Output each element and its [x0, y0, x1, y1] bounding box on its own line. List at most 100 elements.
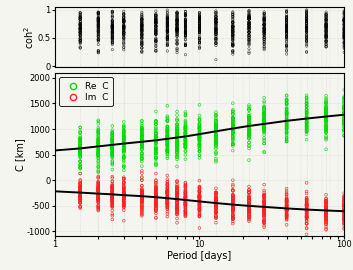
Point — [213, 21, 219, 26]
Point — [183, 23, 188, 27]
Point — [230, 199, 235, 203]
Point — [121, 135, 127, 139]
Point — [341, 99, 347, 104]
Point — [230, 17, 235, 21]
Point — [164, 201, 170, 206]
Point — [323, 101, 329, 106]
Point — [153, 9, 159, 13]
Point — [304, 50, 310, 54]
Point — [304, 206, 310, 210]
Point — [284, 208, 289, 212]
Point — [95, 189, 101, 194]
Point — [183, 131, 188, 135]
Point — [284, 45, 289, 49]
Point — [197, 22, 202, 26]
Point — [323, 129, 329, 133]
Point — [121, 20, 127, 24]
Point — [197, 30, 202, 34]
Point — [246, 206, 252, 210]
Point — [197, 195, 202, 200]
Point — [213, 20, 219, 24]
Point — [77, 151, 83, 155]
Point — [230, 119, 235, 123]
Point — [341, 202, 347, 207]
Point — [213, 27, 219, 31]
Point — [174, 196, 180, 201]
Point — [139, 196, 145, 201]
Point — [77, 136, 83, 140]
Point — [183, 9, 188, 14]
Point — [109, 40, 115, 44]
Point — [197, 118, 202, 122]
Point — [197, 40, 202, 45]
Point — [139, 193, 145, 198]
Point — [183, 198, 188, 202]
Point — [164, 185, 170, 190]
Point — [121, 33, 127, 38]
Point — [261, 204, 267, 208]
Point — [261, 193, 267, 197]
Point — [246, 17, 252, 21]
Point — [341, 34, 347, 38]
Point — [109, 30, 115, 34]
Point — [304, 116, 310, 120]
Point — [153, 138, 159, 142]
Point — [77, 190, 83, 194]
Point — [183, 23, 188, 27]
Point — [197, 194, 202, 199]
Point — [153, 153, 159, 157]
Point — [174, 189, 180, 193]
Point — [153, 202, 159, 207]
Point — [197, 19, 202, 23]
Point — [153, 196, 159, 200]
Point — [213, 138, 219, 142]
Point — [121, 184, 127, 188]
Point — [164, 30, 170, 34]
Point — [95, 194, 101, 198]
Point — [197, 20, 202, 25]
Point — [77, 148, 83, 153]
Point — [213, 120, 219, 124]
Point — [341, 29, 347, 33]
Point — [77, 195, 83, 200]
Point — [174, 212, 180, 217]
Point — [121, 145, 127, 150]
Point — [246, 106, 252, 111]
Point — [139, 151, 145, 155]
Point — [304, 128, 310, 132]
Point — [139, 43, 145, 47]
Point — [341, 19, 347, 23]
Point — [213, 198, 219, 202]
Point — [77, 141, 83, 146]
Point — [121, 134, 127, 138]
Point — [246, 38, 252, 42]
Point — [230, 29, 235, 34]
Point — [341, 27, 347, 32]
Point — [121, 177, 127, 181]
Point — [139, 205, 145, 210]
Point — [139, 146, 145, 150]
Point — [197, 15, 202, 20]
Point — [183, 38, 188, 42]
Point — [284, 110, 289, 114]
Point — [213, 30, 219, 34]
Point — [341, 97, 347, 102]
Point — [197, 14, 202, 18]
Point — [77, 159, 83, 163]
Point — [95, 139, 101, 143]
Point — [304, 214, 310, 219]
Point — [213, 32, 219, 37]
Point — [109, 197, 115, 201]
Point — [261, 105, 267, 110]
Point — [77, 39, 83, 43]
Point — [109, 145, 115, 150]
Point — [230, 22, 235, 26]
Point — [183, 23, 188, 28]
Point — [230, 109, 235, 113]
Point — [164, 202, 170, 206]
Point — [246, 199, 252, 203]
Point — [284, 34, 289, 39]
Point — [246, 124, 252, 129]
Point — [230, 20, 235, 24]
Point — [197, 113, 202, 118]
